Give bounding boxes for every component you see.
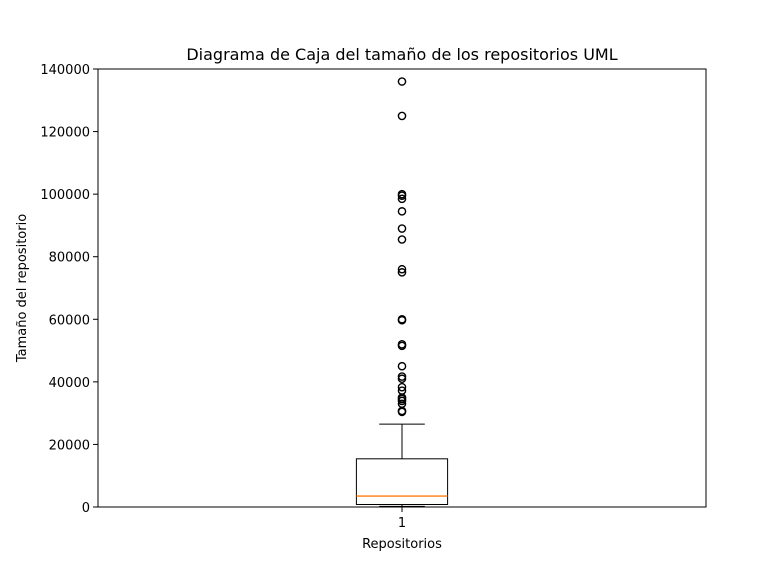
- box-series: [355, 77, 449, 507]
- outlier-point: [397, 207, 407, 216]
- y-tick-label: 0: [82, 501, 90, 516]
- outlier-point: [397, 268, 407, 277]
- outlier-point: [397, 235, 407, 244]
- plot-area-frame: [97, 68, 707, 508]
- x-tick-label: 1: [398, 516, 406, 531]
- outlier-point: [397, 399, 407, 409]
- chart-title: Diagrama de Caja del tamaño de los repos…: [186, 45, 617, 64]
- outlier-point: [397, 224, 407, 233]
- y-tick-label: 140000: [40, 63, 90, 78]
- x-axis-ticks: 1: [398, 507, 406, 531]
- x-axis-label: Repositorios: [362, 537, 442, 552]
- outlier-point: [397, 382, 407, 392]
- outlier-point: [397, 361, 407, 371]
- outlier-point: [397, 314, 407, 324]
- box-iqr: [355, 458, 449, 505]
- outlier-point: [397, 77, 407, 86]
- y-tick-label: 120000: [40, 126, 90, 141]
- y-tick-label: 20000: [49, 438, 90, 453]
- y-tick-label: 80000: [49, 251, 90, 266]
- outlier-point: [397, 340, 407, 349]
- outlier-point: [397, 194, 407, 204]
- y-axis-label: Tamaño del repositorio: [15, 214, 30, 363]
- y-tick-label: 40000: [49, 376, 90, 391]
- outlier-point: [397, 372, 407, 381]
- outlier-point: [397, 386, 407, 395]
- outlier-point: [397, 189, 407, 199]
- outlier-point: [397, 264, 407, 274]
- outlier-point: [397, 111, 407, 121]
- y-axis-ticks: 0 20000 40000 60000 80000 100000 120000 140000: [40, 63, 98, 516]
- y-tick-label: 60000: [49, 313, 90, 328]
- y-tick-label: 100000: [40, 188, 90, 203]
